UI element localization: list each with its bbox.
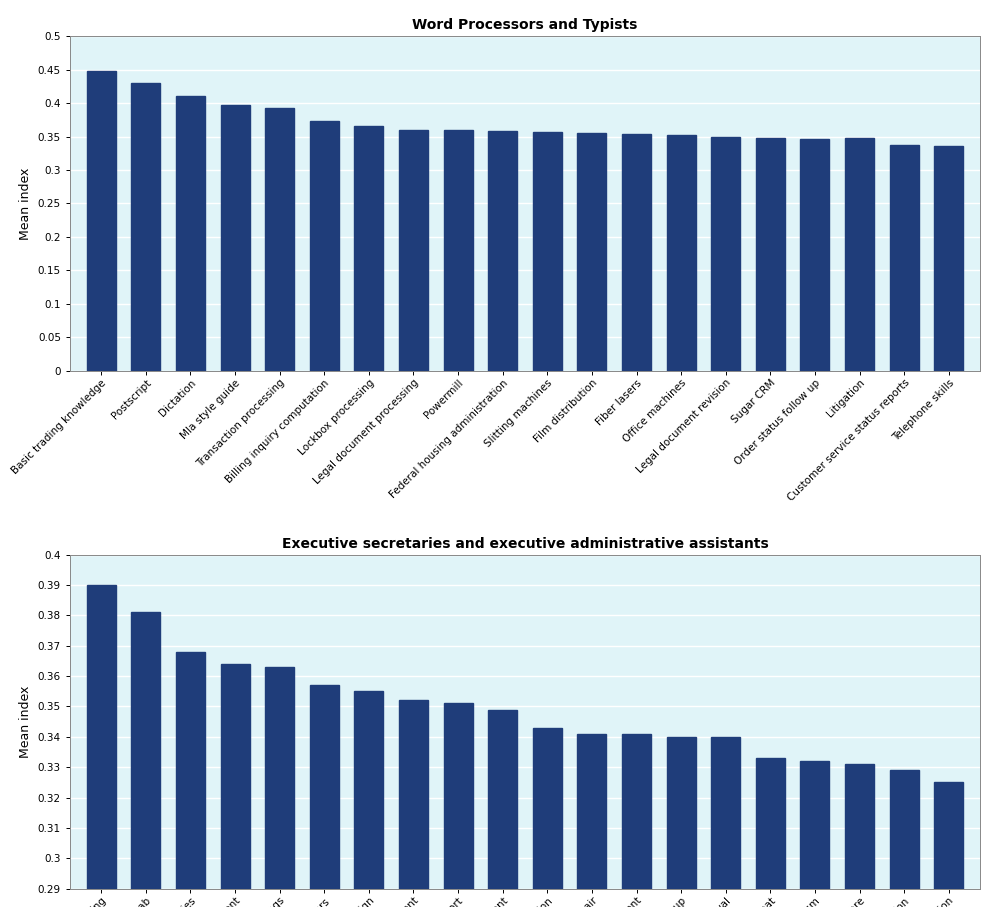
Bar — [488, 132, 517, 371]
Bar — [176, 652, 205, 907]
Bar — [890, 770, 919, 907]
Bar — [533, 132, 562, 371]
Bar — [667, 135, 696, 371]
Bar — [221, 105, 250, 371]
Bar — [265, 667, 294, 907]
Bar — [667, 736, 696, 907]
Title: Word Processors and Typists: Word Processors and Typists — [412, 18, 638, 33]
Y-axis label: Mean index: Mean index — [19, 686, 32, 758]
Bar — [354, 126, 383, 371]
Bar — [444, 130, 473, 371]
Bar — [131, 83, 160, 371]
Bar — [622, 734, 651, 907]
Title: Executive secretaries and executive administrative assistants: Executive secretaries and executive admi… — [282, 537, 768, 551]
Bar — [845, 138, 874, 371]
Bar — [622, 134, 651, 371]
Bar — [310, 685, 339, 907]
Bar — [845, 765, 874, 907]
Bar — [934, 146, 963, 371]
Bar — [87, 71, 116, 371]
Bar — [756, 138, 785, 371]
Bar — [890, 144, 919, 371]
Bar — [176, 96, 205, 371]
Bar — [265, 108, 294, 371]
Bar — [800, 139, 829, 371]
Bar — [577, 132, 606, 371]
Bar — [310, 122, 339, 371]
Bar — [711, 736, 740, 907]
Bar — [399, 700, 428, 907]
Bar — [399, 130, 428, 371]
Bar — [354, 691, 383, 907]
Bar — [934, 783, 963, 907]
Y-axis label: Mean index: Mean index — [19, 167, 32, 239]
Bar — [221, 664, 250, 907]
Bar — [488, 709, 517, 907]
Bar — [711, 137, 740, 371]
Bar — [533, 727, 562, 907]
Bar — [577, 734, 606, 907]
Bar — [756, 758, 785, 907]
Bar — [444, 704, 473, 907]
Bar — [800, 761, 829, 907]
Bar — [87, 585, 116, 907]
Bar — [131, 612, 160, 907]
